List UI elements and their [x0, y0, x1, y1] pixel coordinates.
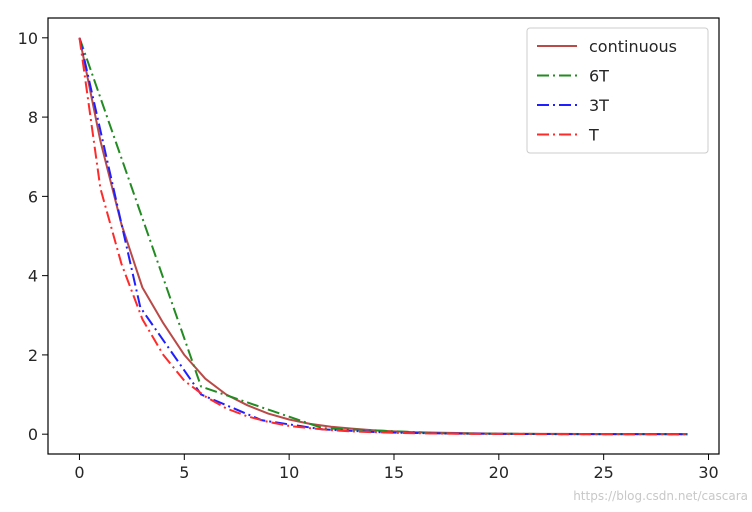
y-tick-label: 10 [18, 29, 38, 48]
legend-label: 6T [589, 67, 609, 86]
x-tick-label: 15 [384, 463, 404, 482]
legend-label: T [588, 126, 599, 145]
x-tick-label: 25 [593, 463, 613, 482]
x-tick-label: 30 [698, 463, 718, 482]
watermark-text: https://blog.csdn.net/cascara [573, 489, 748, 503]
series-line-t [78, 37, 688, 436]
y-axis: 0 2 4 6 8 10 [18, 29, 48, 444]
x-tick-label: 0 [74, 463, 84, 482]
x-axis: 0 5 10 15 20 25 30 [74, 454, 719, 482]
legend-label: continuous [589, 37, 677, 56]
y-tick-label: 8 [28, 108, 38, 127]
y-tick-label: 2 [28, 346, 38, 365]
y-tick-label: 6 [28, 187, 38, 206]
plot-area [78, 37, 688, 436]
series-line-6t [78, 37, 688, 436]
y-tick-label: 4 [28, 267, 38, 286]
axes-frame [47, 17, 720, 455]
legend-box [526, 27, 709, 154]
x-tick-label: 20 [489, 463, 509, 482]
x-tick-label: 10 [279, 463, 299, 482]
legend: continuous 6T 3T T [526, 27, 709, 154]
y-tick-label: 0 [28, 425, 38, 444]
x-tick-label: 5 [179, 463, 189, 482]
legend-label: 3T [589, 96, 609, 115]
